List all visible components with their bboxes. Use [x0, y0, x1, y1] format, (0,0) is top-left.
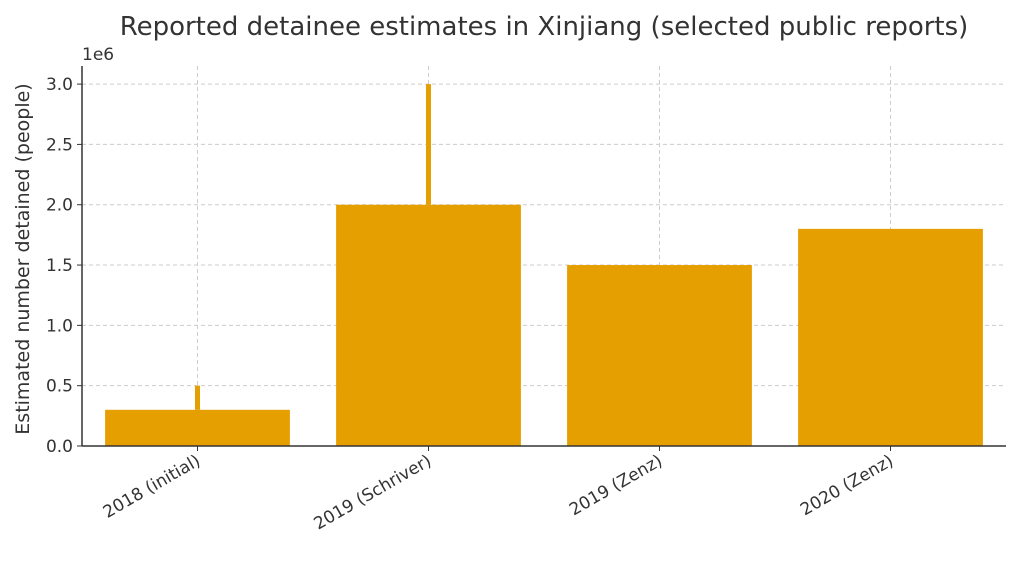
bar-layer — [105, 84, 983, 446]
x-tick-label: 2020 (Zenz) — [797, 451, 897, 520]
x-tick-label: 2018 (initial) — [100, 451, 204, 523]
y-tick-label: 1.5 — [46, 256, 73, 276]
grid-layer — [82, 66, 1006, 447]
bar — [336, 204, 521, 446]
y-tick-label: 0.0 — [46, 437, 73, 457]
x-tick-label: 2019 (Zenz) — [566, 451, 666, 520]
y-axis-label: Estimated number detained (people) — [12, 83, 34, 434]
y-tick-label: 2.0 — [46, 196, 73, 216]
bar — [105, 409, 290, 446]
y-tick-label: 0.5 — [46, 377, 73, 397]
x-tick-label: 2019 (Schriver) — [311, 451, 435, 534]
y-tick-label: 3.0 — [46, 75, 73, 95]
axis-layer — [81, 66, 1006, 447]
y-tick-label: 2.5 — [46, 135, 73, 155]
y-ticks: 0.0 0.5 1.0 1.5 2.0 2.5 3.0 — [46, 75, 82, 457]
bar — [567, 265, 752, 446]
y-tick-label: 1.0 — [46, 316, 73, 336]
bar — [798, 228, 983, 446]
chart-title: Reported detainee estimates in Xinjiang … — [120, 12, 969, 42]
x-ticks: 2018 (initial) 2019 (Schriver) 2019 (Zenz)… — [100, 446, 897, 534]
y-scale-label: 1e6 — [82, 45, 114, 65]
